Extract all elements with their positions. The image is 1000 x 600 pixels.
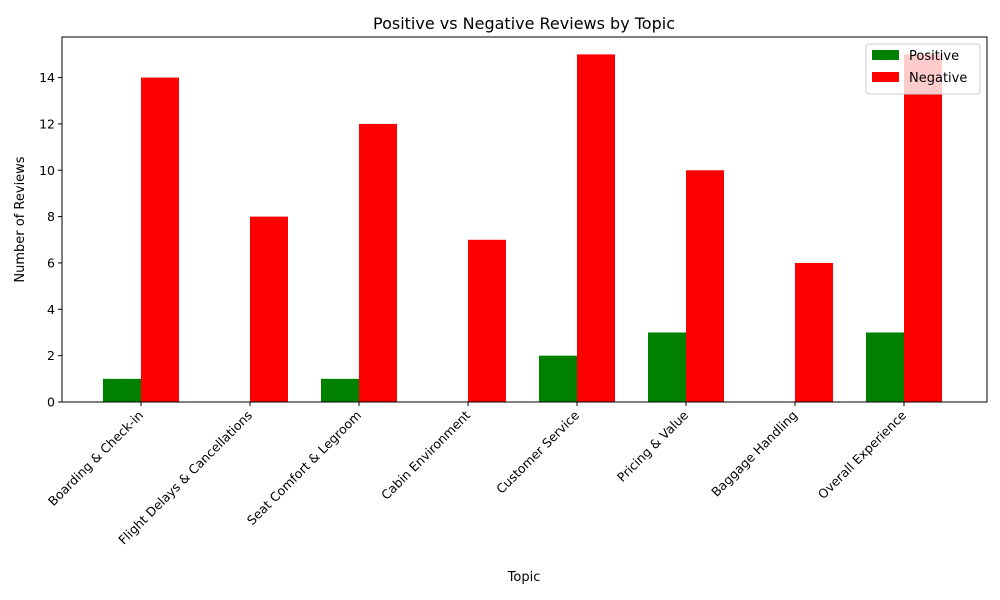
x-tick-label: Baggage Handling — [708, 408, 800, 500]
x-axis-title: Topic — [507, 570, 541, 585]
bar-positive-overall-experience — [866, 332, 904, 402]
y-tick-label: 4 — [47, 302, 55, 317]
bar-negative-seat-comfort-legroom — [359, 123, 397, 403]
bar-positive-customer-service — [539, 355, 577, 402]
y-axis: 0 2 4 6 8 10 12 14 — [39, 70, 62, 410]
y-tick-label: 8 — [47, 209, 55, 224]
y-axis-title: Number of Reviews — [13, 156, 28, 282]
bar-positive-seat-comfort-legroom — [321, 378, 359, 402]
legend-swatch-negative — [872, 72, 899, 82]
legend-label-negative: Negative — [909, 71, 967, 86]
bar-negative-flight-delays-cancellations — [250, 216, 288, 402]
bar-negative-boarding-check-in — [141, 77, 179, 403]
chart-title: Positive vs Negative Reviews by Topic — [373, 14, 675, 33]
y-tick-label: 6 — [47, 255, 55, 270]
bar-negative-pricing-value — [686, 170, 724, 402]
bar-positive-boarding-check-in — [103, 378, 141, 402]
legend: Positive Negative — [865, 43, 981, 95]
x-tick-label: Pricing & Value — [614, 407, 691, 484]
y-tick-label: 10 — [39, 163, 55, 178]
x-tick-label: Seat Comfort & Legroom — [244, 408, 364, 528]
y-tick-label: 12 — [39, 116, 55, 131]
bar-negative-overall-experience — [904, 54, 942, 402]
legend-label-positive: Positive — [909, 49, 959, 64]
y-tick-label: 2 — [47, 348, 55, 363]
plot-frame — [61, 36, 988, 403]
bar-positive-pricing-value — [648, 332, 686, 402]
bar-negative-customer-service — [577, 54, 615, 402]
y-tick-label: 0 — [47, 395, 55, 410]
x-tick-label: Boarding & Check-in — [45, 408, 146, 509]
x-tick-label: Overall Experience — [815, 407, 910, 502]
x-tick-label: Flight Delays & Cancellations — [115, 408, 255, 548]
bar-negative-cabin-environment — [468, 239, 506, 402]
y-tick-label: 14 — [39, 70, 55, 85]
bars-layer — [103, 54, 942, 403]
x-tick-label: Customer Service — [493, 407, 582, 496]
legend-swatch-positive — [872, 50, 899, 60]
x-tick-label: Cabin Environment — [378, 407, 473, 502]
bar-negative-baggage-handling — [795, 262, 833, 402]
